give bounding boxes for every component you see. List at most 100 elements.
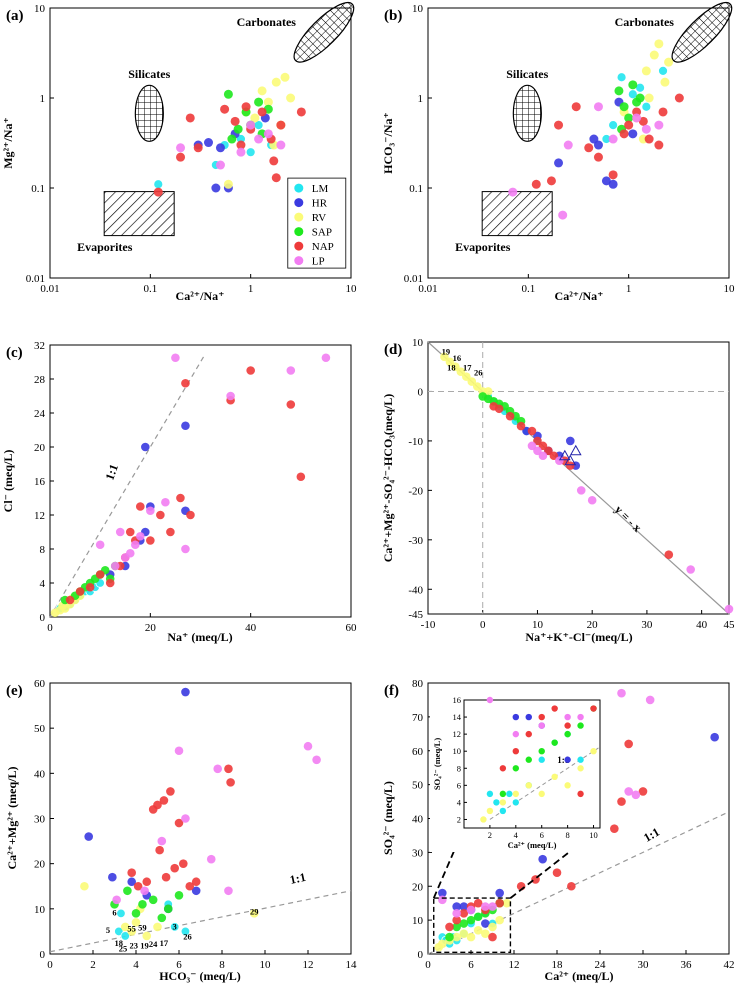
point-nap xyxy=(546,176,556,186)
one-to-one-label: 1:1 xyxy=(641,825,662,845)
point-hr xyxy=(710,732,719,742)
point-rv xyxy=(445,357,455,367)
y-tick-label: 28 xyxy=(34,374,46,386)
point-nap xyxy=(571,102,581,112)
y-tick-label: 20 xyxy=(34,859,46,871)
x-tick-label: 8 xyxy=(219,959,225,971)
point-nap xyxy=(136,502,145,511)
point-nap xyxy=(495,898,504,908)
point-lp xyxy=(112,895,121,905)
inset-y-tick-label: 8 xyxy=(457,763,461,773)
sample-label: 18 xyxy=(115,938,124,948)
point-nap xyxy=(153,187,163,197)
x-axis-label: Na⁺+K⁺-Cl⁻(meq/L) xyxy=(525,630,632,644)
panel-label: (d) xyxy=(384,342,402,358)
inset-point-nap xyxy=(564,722,571,729)
point-sap xyxy=(466,915,476,925)
one-to-one-label: 1:1 xyxy=(102,462,121,482)
point-nap xyxy=(146,536,155,545)
y-tick-label: -40 xyxy=(408,584,423,596)
point-nap xyxy=(644,134,654,144)
panel-label: (a) xyxy=(6,8,24,24)
point-rv xyxy=(472,382,482,391)
inset-point-lm xyxy=(538,756,545,763)
one-to-one-line xyxy=(49,890,352,953)
inset-y-tick-label: 10 xyxy=(453,746,462,756)
x-tick-label: 6 xyxy=(468,959,474,971)
x-tick-label: 20 xyxy=(145,622,157,634)
inset-point-lp xyxy=(577,713,584,721)
point-lp xyxy=(157,836,167,846)
inset-point-lm xyxy=(506,790,513,798)
point-nap xyxy=(166,527,175,537)
point-sap xyxy=(445,932,454,942)
point-nap xyxy=(246,366,255,375)
point-nap xyxy=(505,411,515,421)
point-nap xyxy=(619,129,629,139)
point-nap xyxy=(296,107,306,117)
y-axis-label: Ca²⁺+Mg²⁺-SO₄²⁻-HCO₃(meq/L) xyxy=(381,394,395,562)
point-sap xyxy=(227,134,237,144)
open-triangle-marker xyxy=(558,449,571,461)
point-nap xyxy=(271,173,281,183)
x-tick-label: 30 xyxy=(638,959,650,971)
point-nap xyxy=(257,107,267,117)
point-sap xyxy=(614,86,624,96)
point-nap xyxy=(286,400,296,409)
point-nap xyxy=(191,877,201,887)
point-rv xyxy=(456,367,466,376)
inset-point-nap xyxy=(525,730,532,738)
inset-point-rv xyxy=(564,782,571,789)
point-nap xyxy=(224,764,233,774)
point-lp xyxy=(213,764,222,774)
inset-y-label: SO₄²⁻ (meq/L) xyxy=(432,738,442,790)
y-tick-label: 20 xyxy=(412,881,424,893)
inset-y-tick-label: 14 xyxy=(453,712,462,722)
y-tick-label: 50 xyxy=(34,723,46,735)
sample-label: 17 xyxy=(463,363,472,373)
point-lp xyxy=(303,741,313,751)
x-axis-label: Ca²⁺ (meq/L) xyxy=(545,969,614,983)
legend-label-lp: LP xyxy=(312,256,325,268)
zoom-connector xyxy=(432,827,465,899)
panel-label: (b) xyxy=(384,8,402,24)
y-tick-label: 0 xyxy=(40,949,46,961)
point-nap xyxy=(176,152,186,162)
legend-label-hr: HR xyxy=(312,198,328,210)
inset-point-rv xyxy=(538,790,545,798)
point-lp xyxy=(321,353,331,363)
inset-point-rv xyxy=(551,773,558,780)
y-axis-label: HCO₃⁻/Na⁺ xyxy=(381,112,395,174)
point-nap xyxy=(533,436,542,446)
sample-label: 24 xyxy=(149,939,158,949)
inset-x-tick-label: 6 xyxy=(540,830,544,840)
point-lp xyxy=(555,456,564,465)
inset-point-rv xyxy=(480,816,487,823)
point-lp xyxy=(161,497,170,507)
sample-label: 19 xyxy=(442,346,451,356)
point-nap xyxy=(674,93,684,103)
point-hr xyxy=(554,158,564,168)
point-nap xyxy=(494,404,504,414)
point-nap xyxy=(516,421,526,431)
reference-line-label: y = - x xyxy=(612,502,644,534)
y-tick-label: 30 xyxy=(412,847,424,859)
sample-label: 16 xyxy=(453,353,462,363)
point-lp xyxy=(466,905,476,915)
point-rv xyxy=(452,932,461,942)
open-triangle-marker xyxy=(569,444,582,456)
point-nap xyxy=(276,120,286,130)
inset-point-nap xyxy=(590,705,597,712)
point-lp xyxy=(176,143,186,153)
legend-marker-lp xyxy=(294,256,304,266)
y-tick-label: 10 xyxy=(412,337,424,349)
point-nap xyxy=(75,587,85,596)
x-tick-label: 42 xyxy=(724,959,735,971)
one-to-one-line xyxy=(49,353,207,618)
point-sap xyxy=(223,89,233,99)
point-hr xyxy=(204,138,214,148)
y-axis-label: SO₄²⁻ (meq/L) xyxy=(381,781,395,855)
point-sap xyxy=(131,909,141,918)
y-tick-label: 0 xyxy=(40,612,46,624)
legend-label-rv: RV xyxy=(312,212,326,224)
